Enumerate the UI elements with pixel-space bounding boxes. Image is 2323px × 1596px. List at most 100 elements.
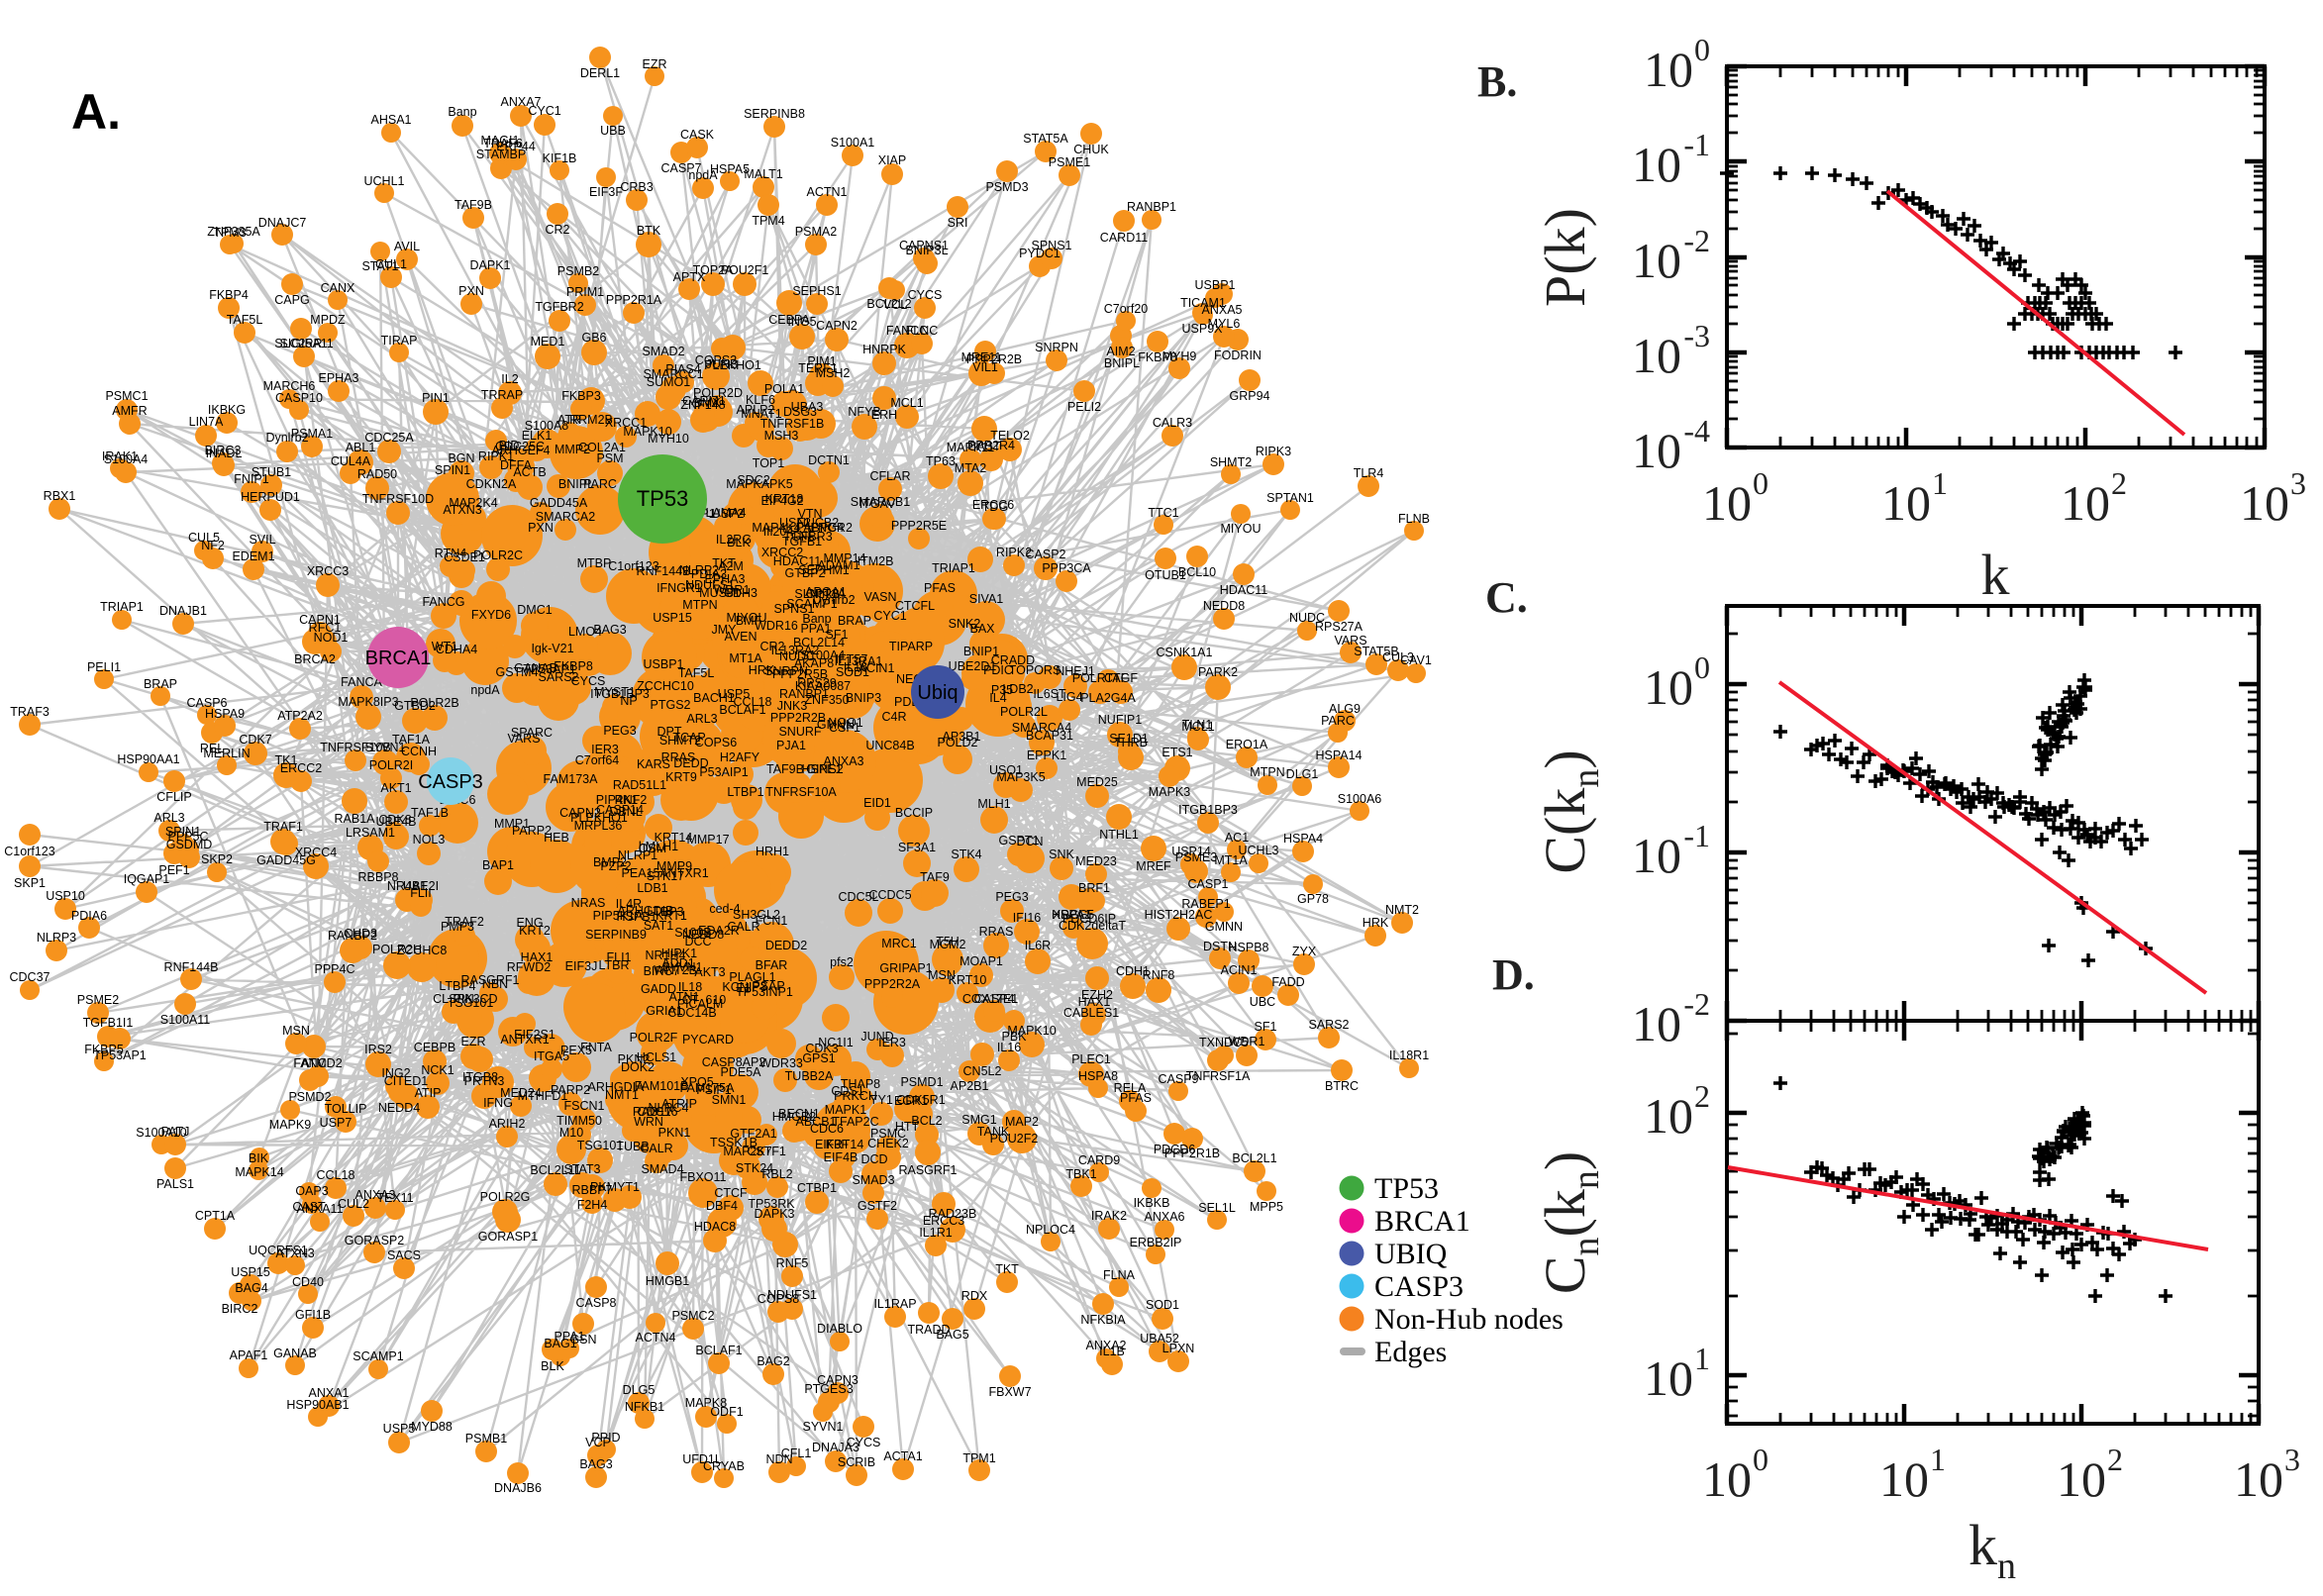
svg-text:CEBPB: CEBPB: [414, 1041, 455, 1054]
svg-text:MYST1: MYST1: [594, 685, 636, 699]
svg-text:ATXN3: ATXN3: [275, 1247, 314, 1260]
svg-text:SPTAN1: SPTAN1: [1266, 491, 1314, 505]
svg-text:PYDC1: PYDC1: [1019, 247, 1060, 260]
svg-text:MPDZ: MPDZ: [310, 313, 346, 327]
svg-text:AP2B1: AP2B1: [951, 1079, 989, 1093]
svg-text:TNFRSF10D: TNFRSF10D: [362, 492, 434, 506]
svg-text:TSG101: TSG101: [577, 1139, 624, 1152]
svg-text:USP10: USP10: [46, 889, 85, 903]
svg-text:ANXA1: ANXA1: [309, 1386, 350, 1400]
svg-text:USP15: USP15: [653, 611, 692, 625]
svg-text:ELK1: ELK1: [522, 429, 553, 443]
svg-text:CDK7: CDK7: [239, 733, 271, 747]
svg-text:CALR3: CALR3: [1153, 416, 1192, 430]
svg-text:CUL4A: CUL4A: [331, 454, 371, 468]
svg-text:TLN1: TLN1: [1182, 718, 1213, 732]
svg-text:UBA3: UBA3: [791, 400, 824, 414]
svg-text:PSMA2: PSMA2: [795, 225, 837, 239]
svg-text:USP15: USP15: [231, 1265, 270, 1279]
svg-text:ANXA3: ANXA3: [824, 754, 864, 768]
svg-text:FKBP8: FKBP8: [554, 659, 593, 673]
svg-text:IFNGR1: IFNGR1: [656, 581, 702, 595]
svg-text:C7orf64: C7orf64: [575, 753, 620, 767]
svg-text:LAMA4: LAMA4: [706, 506, 747, 520]
svg-text:PIM1: PIM1: [807, 354, 836, 368]
svg-text:PKN1: PKN1: [658, 1126, 691, 1140]
svg-text:CAPN2: CAPN2: [559, 806, 601, 820]
svg-text:CHD3: CHD3: [344, 927, 377, 941]
svg-text:PSMC: PSMC: [870, 1127, 906, 1141]
svg-text:SMAD3: SMAD3: [852, 1173, 894, 1187]
svg-text:RIPK3: RIPK3: [1256, 445, 1291, 458]
svg-text:10: 10: [1644, 1350, 1693, 1406]
svg-text:KIF1B: KIF1B: [543, 151, 577, 165]
svg-text:UBE4B: UBE4B: [376, 815, 417, 829]
svg-text:Igk-V21: Igk-V21: [531, 642, 573, 655]
svg-text:PXN: PXN: [528, 521, 554, 535]
svg-text:LDB2: LDB2: [1002, 682, 1033, 696]
svg-text:3: 3: [2284, 1442, 2300, 1477]
svg-text:OSM: OSM: [639, 842, 666, 855]
svg-text:CDC25C: CDC25C: [495, 440, 545, 453]
svg-text:EIF3F: EIF3F: [815, 1138, 849, 1151]
svg-text:CYCS: CYCS: [571, 674, 606, 688]
svg-text:APAF1: APAF1: [230, 1348, 268, 1362]
svg-text:PKN2: PKN2: [618, 1052, 651, 1066]
svg-text:WDR33: WDR33: [759, 1056, 803, 1070]
svg-text:10: 10: [1644, 1088, 1693, 1144]
svg-text:DBNL: DBNL: [609, 805, 642, 819]
svg-text:MAPK11: MAPK11: [947, 441, 994, 454]
svg-text:TXNDC5: TXNDC5: [1199, 1036, 1249, 1049]
svg-text:CAPN1: CAPN1: [299, 613, 341, 627]
svg-text:ced-4: ced-4: [709, 902, 740, 916]
svg-text:3: 3: [2290, 465, 2306, 501]
svg-text:TOP1: TOP1: [753, 456, 784, 470]
svg-text:CFLIP: CFLIP: [156, 790, 191, 804]
svg-text:HAX1: HAX1: [521, 950, 554, 964]
svg-text:TPM3: TPM3: [213, 226, 246, 240]
svg-text:ANXA5: ANXA5: [1202, 303, 1243, 317]
svg-text:BNIPL: BNIPL: [558, 477, 594, 491]
svg-text:IL16: IL16: [997, 1041, 1021, 1054]
svg-text:CSF1: CSF1: [829, 721, 860, 735]
svg-text:CAPG: CAPG: [274, 293, 309, 307]
svg-text:CDH1: CDH1: [1116, 964, 1150, 978]
svg-text:HERPUD1: HERPUD1: [241, 490, 300, 504]
svg-text:POLR2D: POLR2D: [693, 386, 743, 400]
svg-text:FKBP3: FKBP3: [561, 389, 601, 403]
svg-text:PBK: PBK: [1001, 1030, 1027, 1044]
svg-text:SIVA1: SIVA1: [969, 592, 1004, 606]
svg-text:KLF6: KLF6: [746, 393, 775, 407]
svg-text:TANK: TANK: [977, 1125, 1010, 1139]
svg-text:CDK5R1: CDK5R1: [896, 1093, 945, 1107]
svg-text:TLR4: TLR4: [1354, 466, 1384, 480]
svg-text:TP53RK: TP53RK: [748, 1197, 795, 1211]
svg-text:KRT10: KRT10: [949, 973, 987, 987]
svg-text:BCL10: BCL10: [1178, 565, 1216, 579]
svg-text:NDN: NDN: [765, 1452, 792, 1466]
svg-text:NR4A1: NR4A1: [387, 879, 427, 893]
svg-text:ZNF148: ZNF148: [680, 398, 725, 412]
svg-text:CDC14B: CDC14B: [667, 1006, 716, 1020]
svg-text:MRE11: MRE11: [961, 350, 1002, 364]
svg-text:GMNN: GMNN: [1205, 920, 1243, 934]
svg-text:OTUB1: OTUB1: [1145, 568, 1186, 582]
svg-text:GTBD2: GTBD2: [394, 699, 436, 713]
svg-text:TGFBR3: TGFBR3: [783, 530, 832, 544]
svg-text:C7orf20: C7orf20: [1104, 302, 1149, 316]
svg-text:0: 0: [1694, 649, 1710, 685]
svg-text:SUMO1: SUMO1: [647, 375, 691, 389]
svg-text:NLRP3: NLRP3: [37, 931, 76, 945]
svg-text:SMN1: SMN1: [712, 1093, 747, 1107]
svg-text:SERPINB9: SERPINB9: [585, 928, 647, 942]
svg-text:SMAD2: SMAD2: [642, 345, 684, 358]
svg-text:CR2: CR2: [545, 223, 569, 237]
svg-text:HRH1: HRH1: [756, 845, 789, 858]
svg-text:IFT57: IFT57: [836, 652, 868, 666]
svg-text:HSP90AB1: HSP90AB1: [286, 1398, 349, 1412]
svg-text:YY1: YY1: [869, 1093, 893, 1107]
svg-text:MAGI1: MAGI1: [481, 134, 520, 148]
svg-text:FANCA: FANCA: [341, 675, 382, 689]
svg-text:CHUK: CHUK: [1073, 143, 1109, 156]
svg-text:P53AIP1: P53AIP1: [699, 765, 748, 779]
